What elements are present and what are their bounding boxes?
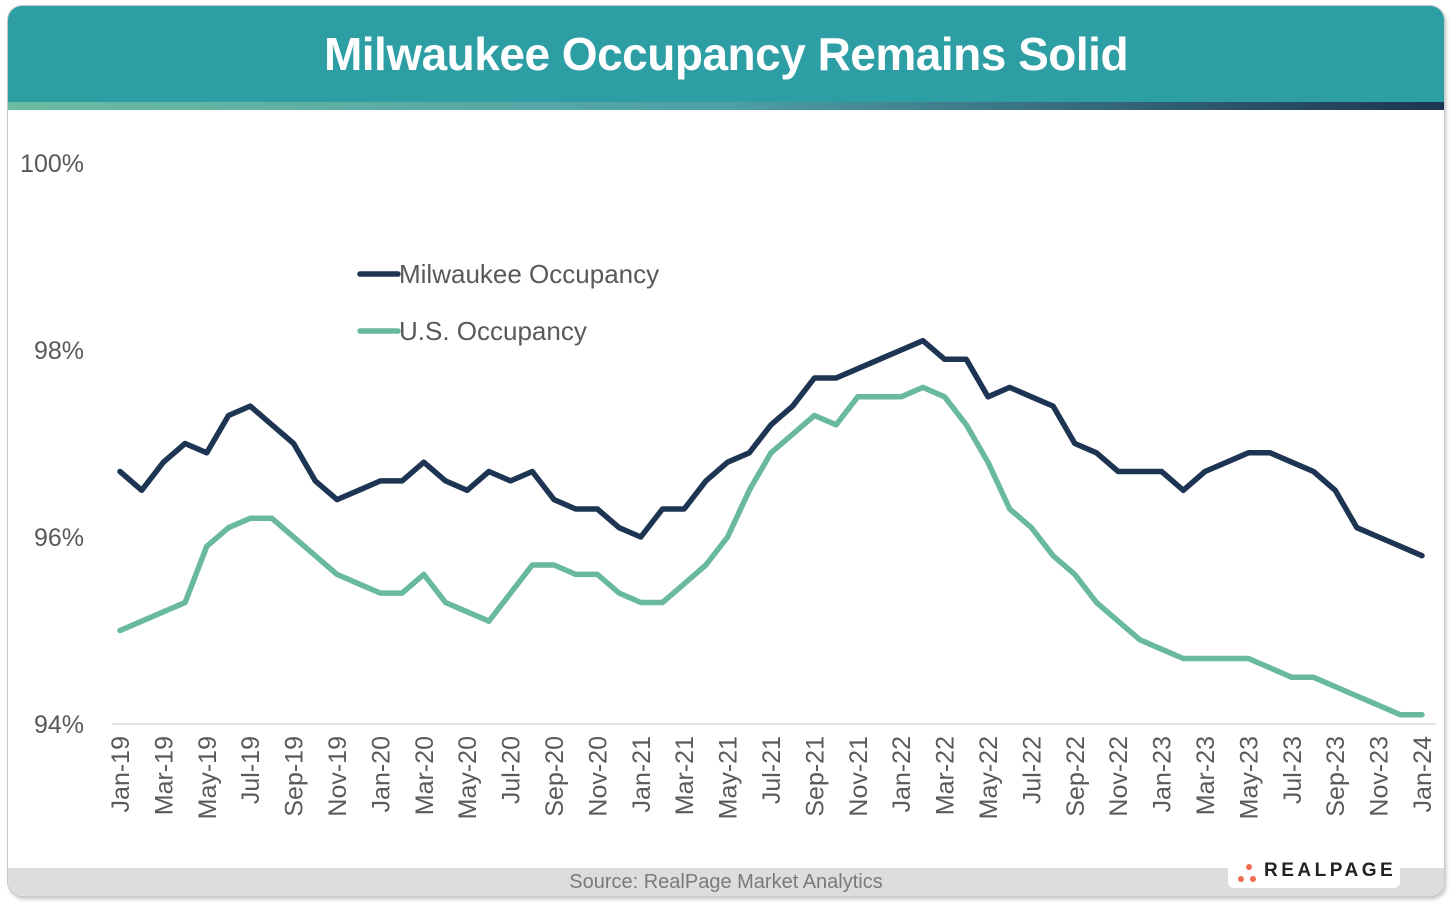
x-tick-label: Nov-20 — [584, 736, 612, 817]
x-tick-label: Mar-20 — [411, 736, 439, 815]
y-tick-label: 94% — [34, 711, 84, 739]
realpage-logo: REALPAGE — [1228, 858, 1400, 888]
x-tick-label: Jul-20 — [498, 736, 526, 804]
legend: Milwaukee Occupancy U.S. Occupancy — [357, 259, 659, 346]
x-tick-label: Jul-19 — [237, 736, 265, 804]
x-tick-label: Mar-19 — [150, 736, 178, 815]
chart-card: Milwaukee Occupancy Remains Solid 94% 96%… — [8, 6, 1444, 896]
realpage-dots-icon — [1238, 864, 1262, 884]
series-line-u-s-occupancy — [117, 384, 1425, 718]
x-tick-label: Nov-23 — [1366, 736, 1394, 817]
x-tick-label: Sep-20 — [541, 736, 569, 817]
title-banner — [8, 6, 1444, 102]
y-tick-label: 98% — [34, 337, 84, 365]
x-tick-label: Mar-22 — [932, 736, 960, 815]
x-tick-label: Jan-23 — [1149, 736, 1177, 812]
x-tick-label: May-20 — [454, 736, 482, 819]
x-tick-label: Nov-19 — [324, 736, 352, 817]
x-tick-label: Sep-19 — [281, 736, 309, 817]
x-tick-label: Nov-21 — [845, 736, 873, 817]
x-tick-label: Sep-21 — [801, 736, 829, 817]
x-tick-label: Jan-22 — [888, 736, 916, 812]
title-gradient-band — [8, 102, 1444, 110]
legend-label: U.S. Occupancy — [399, 316, 587, 346]
x-tick-label: Mar-23 — [1192, 736, 1220, 815]
x-axis: Jan-19 Mar-19 May-19 Jul-19 Sep-19 Nov-19 Jan-… — [107, 736, 1437, 819]
y-tick-label: 100% — [20, 150, 84, 178]
x-tick-label: Sep-22 — [1062, 736, 1090, 817]
line-chart: 94% 96% 98% 100% Jan-19 Mar-19 May-19 Jul-19 Se… — [20, 150, 1437, 819]
x-tick-label: May-19 — [194, 736, 222, 819]
footer-bar — [8, 868, 1444, 896]
x-tick-label: Jan-21 — [628, 736, 656, 812]
x-tick-label: Jul-23 — [1279, 736, 1307, 804]
x-tick-label: Sep-23 — [1322, 736, 1350, 817]
x-tick-label: Jan-24 — [1409, 736, 1437, 813]
chart-title: Milwaukee Occupancy Remains Solid — [323, 28, 1129, 80]
x-tick-label: May-23 — [1235, 736, 1263, 819]
y-axis: 94% 96% 98% 100% — [20, 150, 84, 739]
logo-text: REALPAGE — [1264, 860, 1397, 881]
x-tick-label: Jan-20 — [367, 736, 395, 812]
x-tick-label: Nov-22 — [1105, 736, 1133, 817]
series-group — [117, 337, 1425, 718]
x-tick-label: May-22 — [975, 736, 1003, 819]
series-line-milwaukee-occupancy — [117, 337, 1425, 559]
legend-label: Milwaukee Occupancy — [399, 259, 659, 289]
x-tick-label: Jul-21 — [758, 736, 786, 804]
x-tick-label: Jan-19 — [107, 736, 135, 812]
x-tick-label: May-21 — [715, 736, 743, 819]
x-tick-label: Mar-21 — [671, 736, 699, 815]
x-tick-label: Jul-22 — [1018, 736, 1046, 804]
source-note: Source: RealPage Market Analytics — [569, 871, 883, 893]
y-tick-label: 96% — [34, 524, 84, 552]
